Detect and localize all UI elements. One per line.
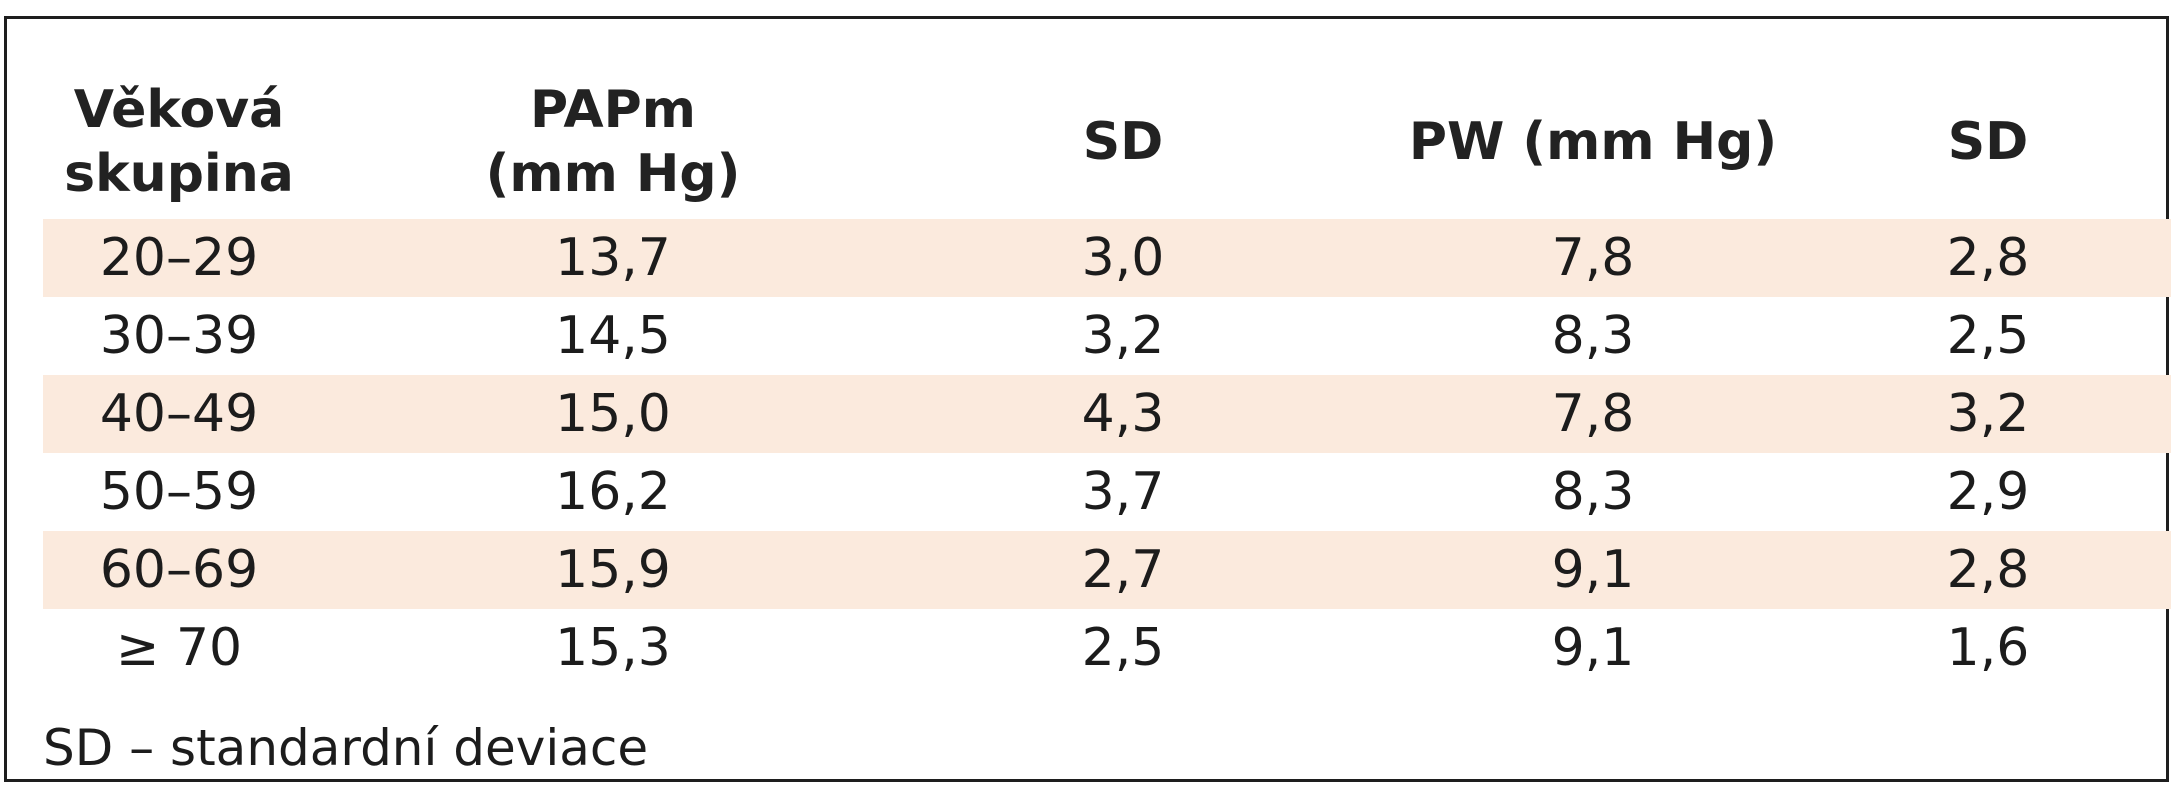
table-row: 40–49 15,0 4,3 7,8 3,2 [43,375,2171,453]
cell-pw: 7,8 [1551,228,1635,288]
table-row: 30–39 14,5 3,2 8,3 2,5 [43,297,2171,375]
data-table: Věková skupina PAPm (mm Hg) SD PW (mm Hg… [4,16,2171,782]
cell-papm: 16,2 [555,462,671,522]
header-papm: PAPm (mm Hg) [433,67,793,217]
cell-sd-pw: 2,9 [1946,462,2030,522]
header-sd-papm: SD [963,67,1283,217]
cell-age-group: 30–39 [99,306,259,366]
header-pw: PW (mm Hg) [1373,67,1813,217]
table-row: ≥ 70 15,3 2,5 9,1 1,6 [43,609,2171,687]
header-pw-label: PW (mm Hg) [1408,112,1778,172]
cell-age-group: 20–29 [99,228,259,288]
cell-papm: 13,7 [555,228,671,288]
table-row: 50–59 16,2 3,7 8,3 2,9 [43,453,2171,531]
header-age-group-line2: skupina [64,144,294,204]
header-sd-pw: SD [1843,67,2133,217]
cell-sd-papm: 3,0 [1081,228,1165,288]
cell-pw: 7,8 [1551,384,1635,444]
cell-age-group: ≥ 70 [115,618,243,678]
header-sd-papm-label: SD [1082,112,1164,172]
cell-age-group: 40–49 [99,384,259,444]
header-sd-pw-label: SD [1947,112,2029,172]
table-row: 60–69 15,9 2,7 9,1 2,8 [43,531,2171,609]
cell-papm: 15,3 [555,618,671,678]
cell-pw: 9,1 [1551,618,1635,678]
cell-pw: 8,3 [1551,306,1635,366]
cell-sd-papm: 4,3 [1081,384,1165,444]
table-footnote: SD – standardní deviace [43,719,649,777]
cell-papm: 15,9 [555,540,671,600]
cell-pw: 9,1 [1551,540,1635,600]
cell-sd-papm: 2,7 [1081,540,1165,600]
cell-pw: 8,3 [1551,462,1635,522]
table-header: Věková skupina PAPm (mm Hg) SD PW (mm Hg… [7,67,2166,217]
header-papm-line1: PAPm [530,80,696,140]
header-papm-line2: (mm Hg) [485,144,741,204]
header-age-group: Věková skupina [43,67,315,217]
header-age-group-line1: Věková [73,80,285,140]
cell-age-group: 50–59 [99,462,259,522]
cell-age-group: 60–69 [99,540,259,600]
cell-papm: 15,0 [555,384,671,444]
cell-sd-papm: 3,7 [1081,462,1165,522]
cell-sd-pw: 1,6 [1946,618,2030,678]
cell-sd-pw: 3,2 [1946,384,2030,444]
table-row: 20–29 13,7 3,0 7,8 2,8 [43,219,2171,297]
cell-sd-pw: 2,8 [1946,228,2030,288]
cell-sd-pw: 2,8 [1946,540,2030,600]
table-body: 20–29 13,7 3,0 7,8 2,8 30–39 14,5 3,2 8,… [43,219,2171,687]
cell-sd-papm: 2,5 [1081,618,1165,678]
cell-papm: 14,5 [555,306,671,366]
cell-sd-pw: 2,5 [1946,306,2030,366]
cell-sd-papm: 3,2 [1081,306,1165,366]
